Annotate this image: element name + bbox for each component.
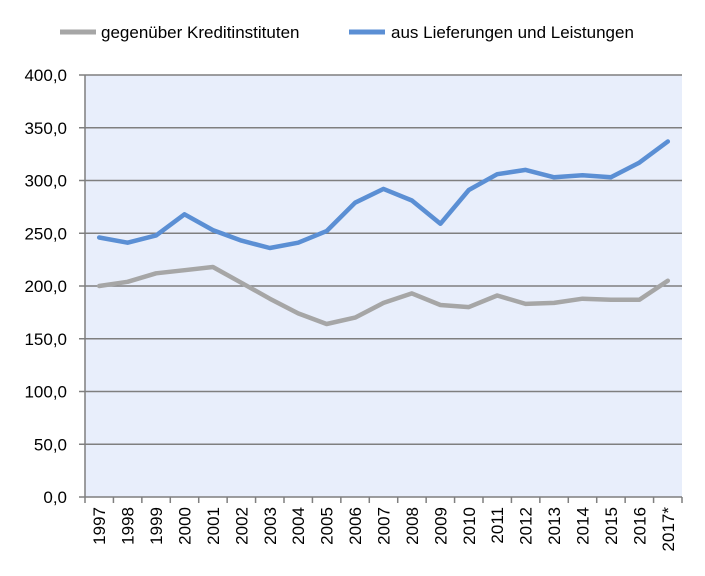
data-point (410, 291, 414, 295)
x-tick-label: 1997 (90, 507, 109, 545)
series-lines (96, 139, 671, 327)
data-point (126, 280, 130, 284)
x-tick-label: 2004 (289, 507, 308, 545)
data-point (581, 173, 584, 177)
data-point (325, 322, 329, 326)
data-point (353, 316, 357, 320)
data-point (552, 301, 556, 305)
data-point (438, 222, 442, 226)
data-point (666, 279, 670, 283)
x-tick-label: 2002 (232, 507, 251, 545)
y-tick-label: 400,0 (24, 66, 67, 85)
data-point (382, 301, 385, 305)
data-point (296, 311, 300, 315)
x-tick-label: 2009 (431, 507, 450, 545)
legend-item-kreditinstitute: gegenüber Kreditinstituten (60, 23, 299, 42)
data-point (609, 298, 613, 302)
data-point (524, 168, 528, 172)
x-tick-label: 2012 (517, 507, 536, 545)
x-tick-label: 2014 (574, 507, 593, 545)
legend-label-lieferungen: aus Lieferungen und Leistungen (391, 23, 634, 42)
y-tick-label: 0,0 (43, 488, 67, 507)
data-point (126, 241, 130, 245)
legend: gegenüber Kreditinstituten aus Lieferung… (60, 23, 634, 42)
data-point (268, 297, 272, 301)
x-tick-label: 2016 (630, 507, 649, 545)
data-point (666, 139, 670, 143)
data-point (268, 246, 272, 250)
x-tick-label: 2010 (460, 507, 479, 545)
x-tick-label: 1999 (147, 507, 166, 545)
data-point (410, 199, 414, 203)
data-point (211, 228, 215, 232)
data-point (524, 302, 528, 306)
x-tick-label: 2011 (488, 507, 507, 544)
data-point (467, 305, 471, 309)
data-point (183, 212, 186, 216)
data-point (581, 297, 584, 301)
y-tick-label: 200,0 (24, 277, 67, 296)
data-point (467, 188, 471, 192)
data-point (353, 201, 357, 205)
x-tick-label: 2017* (659, 507, 678, 552)
x-tick-label: 2008 (403, 507, 422, 545)
data-point (97, 235, 101, 239)
data-point (637, 161, 641, 165)
y-tick-label: 150,0 (24, 330, 67, 349)
y-tick-label: 50,0 (34, 435, 67, 454)
y-axis-tick-labels: 0,0 50,0 100,0 150,0 200,0 250,0 300,0 350,0 400… (24, 66, 67, 507)
x-tick-label: 2013 (545, 507, 564, 545)
data-point (495, 172, 499, 176)
x-tick-label: 2000 (176, 507, 195, 545)
data-point (239, 281, 243, 285)
x-axis-tick-labels: 1997 1998 1999 2000 2001 2002 2003 2004 2005 2006… (90, 507, 678, 552)
y-tick-label: 250,0 (24, 224, 67, 243)
data-point (211, 265, 215, 269)
data-point (609, 175, 613, 179)
legend-label-kreditinstitute: gegenüber Kreditinstituten (101, 23, 299, 42)
x-tick-label: 2006 (346, 507, 365, 545)
x-tick-label: 2001 (204, 507, 223, 545)
legend-item-lieferungen: aus Lieferungen und Leistungen (349, 23, 634, 42)
data-point (154, 271, 158, 275)
x-tick-label: 2015 (602, 507, 621, 545)
y-tick-label: 100,0 (24, 383, 67, 402)
data-point (552, 175, 556, 179)
data-point (325, 229, 329, 233)
data-point (495, 293, 499, 297)
data-point (239, 239, 243, 243)
data-point (438, 303, 442, 307)
y-tick-label: 300,0 (24, 172, 67, 191)
y-tick-label: 350,0 (24, 119, 67, 138)
data-point (97, 284, 101, 288)
gridlines (79, 74, 682, 498)
x-tick-label: 2005 (318, 507, 337, 545)
x-tick-label: 1998 (119, 507, 138, 545)
data-point (154, 233, 158, 237)
data-point (296, 241, 300, 245)
data-point (382, 187, 385, 191)
data-point (637, 298, 641, 302)
x-tick-label: 2003 (261, 507, 280, 545)
x-tick-label: 2007 (375, 507, 394, 545)
axes (84, 75, 683, 503)
data-point (183, 268, 186, 272)
